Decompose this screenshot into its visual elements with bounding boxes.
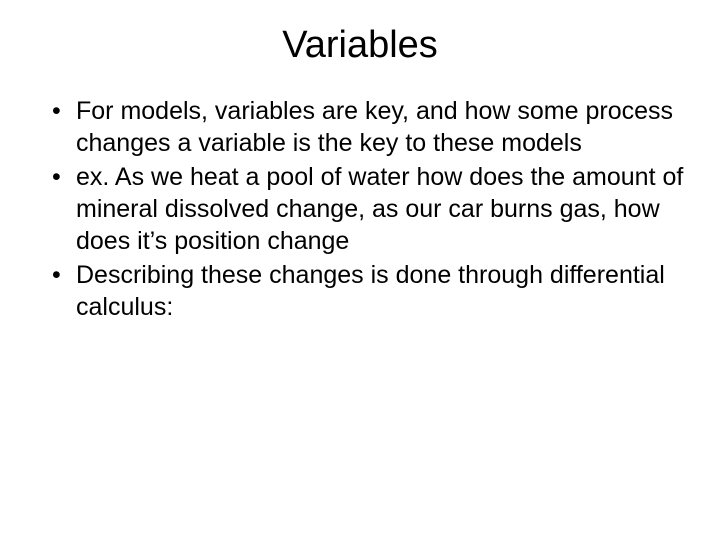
bullet-list: For models, variables are key, and how s… — [28, 95, 692, 323]
bullet-item: For models, variables are key, and how s… — [52, 95, 692, 159]
slide-title: Variables — [28, 24, 692, 67]
bullet-item: Describing these changes is done through… — [52, 259, 692, 323]
bullet-item: ex. As we heat a pool of water how does … — [52, 161, 692, 257]
slide: Variables For models, variables are key,… — [0, 0, 720, 540]
